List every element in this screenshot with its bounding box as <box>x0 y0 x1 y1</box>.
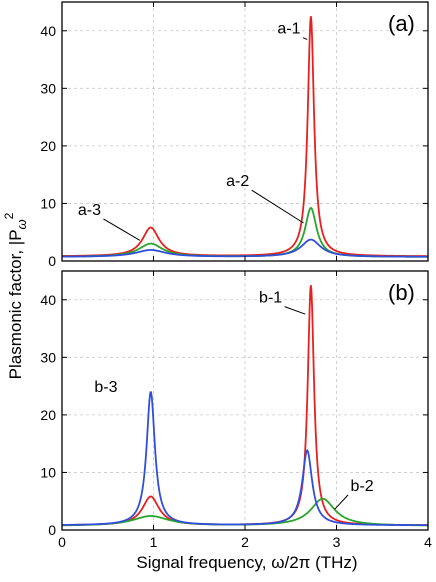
y-tick-label-a-2: 20 <box>40 138 56 154</box>
annotation-b-2: b-2 <box>351 478 374 495</box>
annotation-b-1: b-1 <box>259 290 282 307</box>
annotation-a-3: a-3 <box>78 202 101 219</box>
annotation-leader-b-2 <box>334 494 349 510</box>
series-line-b-3 <box>62 391 428 527</box>
annotation-leader-b-1 <box>284 306 306 315</box>
annotation-a-1: a-1 <box>277 21 300 38</box>
y-tick-label-b-1: 10 <box>40 464 56 480</box>
y-tick-label-b-2: 20 <box>40 407 56 423</box>
annotation-a-2: a-2 <box>226 173 249 190</box>
x-tick-label-1: 1 <box>150 534 158 550</box>
y-tick-label-b-4: 40 <box>40 292 56 308</box>
y-axis-label-sup: 2 <box>2 212 16 219</box>
y-axis-label-main: Plasmonic factor, |P <box>6 229 25 379</box>
x-tick-label-4: 4 <box>424 534 432 550</box>
y-axis-label-sub: ω <box>14 219 29 229</box>
y-tick-label-b-0: 0 <box>48 522 56 538</box>
panel-b: 0 10 20 30 40 0 1 2 3 4 (b) b-1 b-2 b-3 <box>40 270 432 550</box>
annotation-leader-a-3 <box>103 218 141 241</box>
y-tick-label-a-1: 10 <box>40 195 56 211</box>
y-tick-label-a-0: 0 <box>48 253 56 269</box>
annotation-leader-a-1 <box>302 37 308 40</box>
x-tick-label-2: 2 <box>241 534 249 550</box>
x-axis-label: Signal frequency, ω/2π (THz) <box>136 553 357 572</box>
y-tick-label-b-3: 30 <box>40 349 56 365</box>
annotation-leader-a-2 <box>251 189 304 224</box>
panel-a: 0 10 20 30 40 (a) a-1 a-2 a-3 <box>40 1 429 269</box>
y-tick-label-a-4: 40 <box>40 23 56 39</box>
y-tick-label-a-3: 30 <box>40 80 56 96</box>
panel-label-a: (a) <box>388 11 415 36</box>
x-tick-label-0: 0 <box>58 534 66 550</box>
annotation-b-3: b-3 <box>94 379 117 396</box>
panel-label-b: (b) <box>388 280 415 305</box>
x-tick-label-3: 3 <box>333 534 341 550</box>
y-axis-label: Plasmonic factor, |Pω2 <box>2 212 29 379</box>
